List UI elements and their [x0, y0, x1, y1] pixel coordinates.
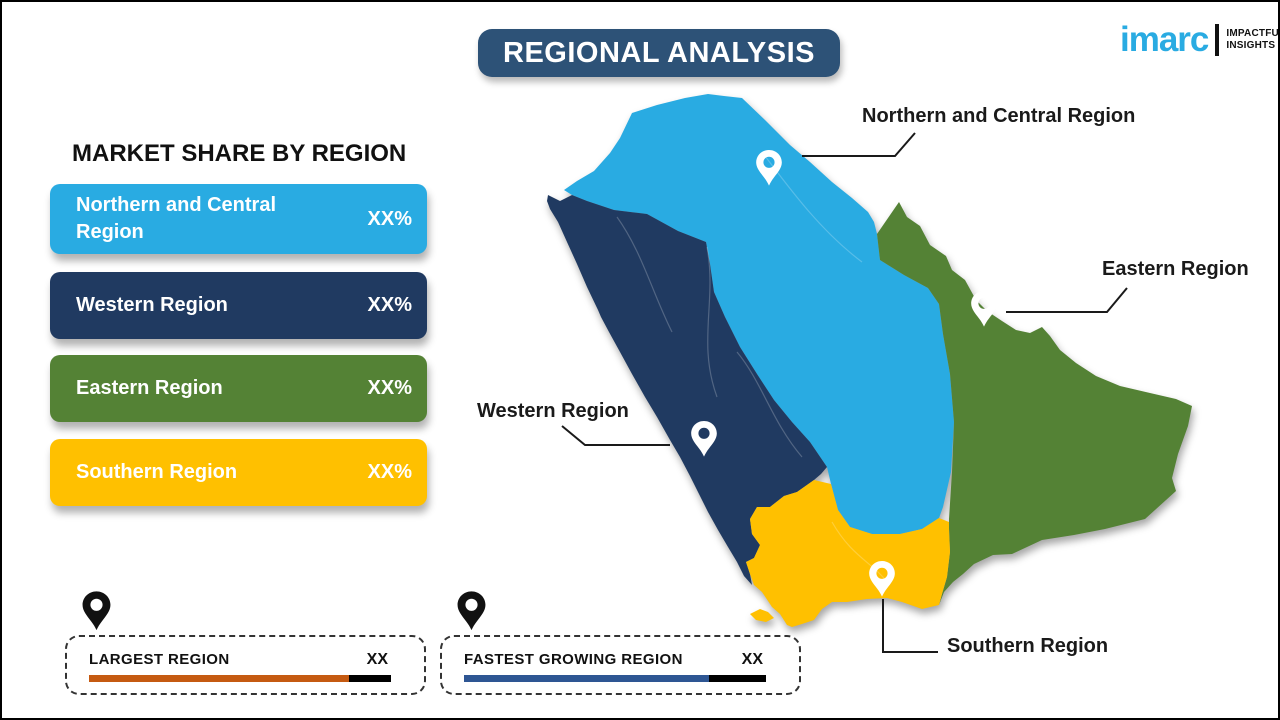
- largest-region-bar-end: [349, 675, 392, 682]
- legend-item-label: Western Region: [76, 294, 228, 316]
- largest-region-value: XX: [366, 651, 388, 668]
- legend-item-label: Southern Region: [76, 461, 238, 483]
- map-label-western: Western Region: [477, 400, 629, 422]
- logo-tagline: IMPACTFUL INSIGHTS: [1226, 28, 1280, 51]
- map-region-eastern: [877, 202, 1192, 605]
- legend-heading: MARKET SHARE BY REGION: [72, 140, 407, 167]
- imarc-logo: imarc IMPACTFUL INSIGHTS: [1120, 20, 1280, 59]
- fastest-region-label: FASTEST GROWING REGION: [464, 651, 683, 668]
- largest-region-bar-fill: [89, 675, 350, 682]
- map-region-southern: [746, 480, 950, 627]
- largest-region-card: LARGEST REGION XX: [65, 635, 426, 695]
- largest-region-bar: [89, 675, 392, 682]
- leader-line-eastern: [1006, 287, 1128, 313]
- legend-item-northern-central: Northern and Central Region XX%: [50, 184, 427, 254]
- fastest-region-bar-end: [708, 675, 767, 682]
- legend-item-value: XX%: [367, 207, 412, 230]
- map-region-northern-central: [564, 94, 954, 534]
- fastest-region-pin-icon: [457, 591, 486, 631]
- fastest-region-bar: [464, 675, 767, 682]
- legend-item-label: Eastern Region: [76, 377, 223, 399]
- imarc-wordmark: imarc: [1120, 20, 1209, 59]
- leader-line-southern: [882, 599, 938, 653]
- logo-divider: [1215, 23, 1220, 56]
- map-label-northern-central: Northern and Central Region: [862, 105, 1136, 127]
- fastest-growing-region-card: FASTEST GROWING REGION XX: [440, 635, 801, 695]
- legend-item-eastern: Eastern Region XX%: [50, 355, 427, 422]
- fastest-region-value: XX: [741, 651, 763, 668]
- map-label-southern: Southern Region: [947, 635, 1109, 657]
- leader-line-northern: [802, 132, 916, 157]
- legend-item-western: Western Region XX%: [50, 272, 427, 339]
- legend-item-label: Northern and Central Region: [76, 194, 277, 243]
- province-border-lines: [616, 151, 888, 583]
- map-region-western: [547, 195, 827, 585]
- fastest-region-bar-fill: [464, 675, 709, 682]
- legend-item-value: XX%: [367, 294, 412, 316]
- legend-item-value: XX%: [367, 377, 412, 399]
- legend-item-value: XX%: [367, 461, 412, 483]
- page-title: REGIONAL ANALYSIS: [478, 29, 840, 77]
- map-label-eastern: Eastern Region: [1102, 258, 1249, 280]
- map-island: [750, 609, 774, 622]
- largest-region-label: LARGEST REGION: [89, 651, 230, 668]
- page-title-text: REGIONAL ANALYSIS: [503, 36, 815, 69]
- leader-line-western: [561, 425, 670, 446]
- legend-item-southern: Southern Region XX%: [50, 439, 427, 506]
- largest-region-pin-icon: [82, 591, 111, 631]
